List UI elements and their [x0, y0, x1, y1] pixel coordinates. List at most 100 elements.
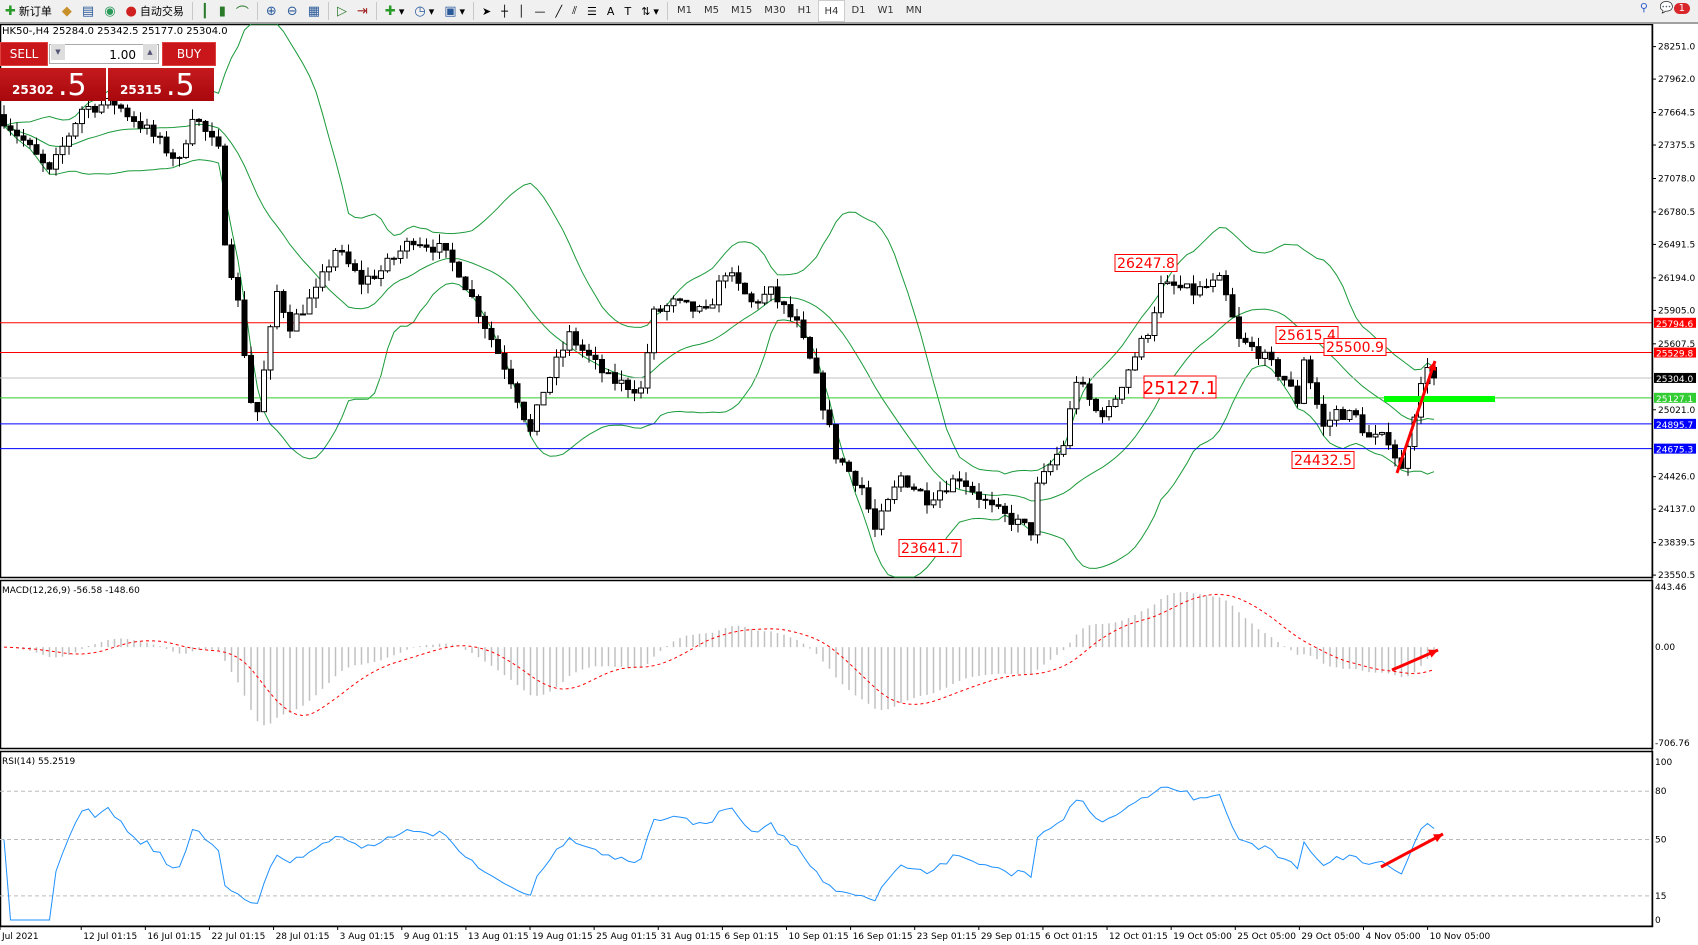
- candle-body: [1197, 286, 1203, 296]
- line-chart-button[interactable]: ⌒: [231, 1, 254, 21]
- candle: [482, 311, 488, 339]
- timeframe-m30[interactable]: M30: [764, 4, 786, 16]
- timeframe-mn[interactable]: MN: [905, 4, 922, 16]
- auto-trading-button[interactable]: ● 自动交易: [125, 3, 184, 19]
- candle-body: [846, 461, 852, 472]
- timeframe-d1[interactable]: D1: [851, 4, 866, 16]
- new-order-button[interactable]: ✚ 新订单: [5, 3, 52, 19]
- buy-button[interactable]: BUY: [162, 42, 216, 66]
- buy-price[interactable]: 25315.5: [108, 68, 214, 103]
- candle-body: [365, 275, 371, 285]
- candle-body: [599, 358, 605, 374]
- crosshair-tool[interactable]: ┼: [496, 1, 513, 21]
- separator: [473, 2, 475, 20]
- candle: [846, 459, 852, 472]
- candle-body: [631, 388, 638, 394]
- history-button[interactable]: ◆: [57, 1, 77, 21]
- candle: [1275, 357, 1281, 381]
- price-tick-label: 27375.5: [1658, 141, 1695, 151]
- bar-chart-button[interactable]: ┃: [196, 1, 214, 21]
- fibonacci-tool[interactable]: ☰: [582, 1, 602, 21]
- indicators-button[interactable]: ✚ ▾: [384, 3, 405, 19]
- trend-arrow-main: [1395, 360, 1437, 474]
- candle: [1281, 375, 1288, 386]
- tile-windows-button[interactable]: ▦: [303, 1, 325, 21]
- candle: [371, 269, 378, 280]
- time-tick-label: 25 Aug 01:15: [596, 932, 657, 942]
- candle: [1119, 386, 1125, 405]
- candle: [339, 244, 345, 256]
- candle: [995, 497, 1002, 510]
- candle-body: [651, 308, 657, 354]
- timeframe-m1[interactable]: M1: [676, 4, 692, 16]
- channel-tool[interactable]: ⫽: [567, 1, 582, 21]
- time-tick-label: 29 Oct 05:00: [1301, 932, 1360, 942]
- search-icon[interactable]: ⚲: [1639, 1, 1648, 14]
- timeframe-m15[interactable]: M15: [730, 4, 753, 16]
- annotation-label: 25127.1: [1143, 378, 1217, 399]
- candle-body: [1093, 398, 1099, 412]
- signals-button[interactable]: ◉: [99, 1, 120, 21]
- candle: [761, 286, 768, 306]
- candle-body: [1275, 359, 1281, 377]
- candle-body: [670, 298, 677, 307]
- timeframe-bar: M1 M5 M15 M30 H1 H4 D1 W1 MN: [671, 0, 928, 22]
- timeframe-w1[interactable]: W1: [877, 4, 894, 16]
- candle-body: [1294, 385, 1301, 404]
- candle-body: [7, 125, 14, 131]
- candle-body: [560, 349, 566, 358]
- candle-body: [696, 306, 703, 312]
- lot-size-input[interactable]: 1.00: [49, 44, 159, 64]
- sell-price[interactable]: 25302.5: [0, 68, 106, 103]
- candle: [1392, 439, 1398, 467]
- candle-chart-button[interactable]: ▮: [214, 1, 231, 21]
- zoom-out-button[interactable]: ⊖: [282, 1, 303, 21]
- candle: [1307, 355, 1314, 390]
- autoscroll-button[interactable]: ▷: [332, 1, 352, 21]
- candle-body: [677, 298, 683, 301]
- trendline-tool[interactable]: ╱: [551, 1, 568, 21]
- candle: [1, 105, 7, 129]
- notifications-button[interactable]: 💬 1: [1660, 1, 1690, 14]
- candle: [417, 237, 423, 248]
- chart-shift-button[interactable]: ⇥: [352, 1, 373, 21]
- candle-body: [20, 135, 27, 141]
- candle: [66, 132, 72, 155]
- candle: [1073, 376, 1080, 415]
- sell-button[interactable]: SELL: [0, 42, 48, 66]
- candle-body: [85, 105, 92, 110]
- vertical-line-tool[interactable]: │: [513, 1, 530, 21]
- candle: [365, 267, 371, 294]
- arrows-tool[interactable]: ⇅ ▾: [641, 4, 659, 18]
- candle: [53, 147, 59, 176]
- candle: [404, 237, 410, 259]
- candle-body: [404, 240, 410, 252]
- candle-body: [241, 299, 248, 357]
- candle-body: [131, 116, 137, 122]
- zoom-out-icon: ⊖: [286, 3, 298, 19]
- candle-body: [345, 251, 352, 265]
- horizontal-line-tool[interactable]: —: [530, 1, 551, 21]
- candle-body: [1255, 346, 1262, 359]
- candle: [1047, 460, 1054, 476]
- timeframe-h1[interactable]: H1: [797, 4, 812, 16]
- candle-body: [1158, 283, 1164, 314]
- candle: [950, 474, 956, 493]
- text-label-tool[interactable]: T: [619, 1, 636, 21]
- timeframe-h4[interactable]: H4: [817, 0, 846, 22]
- timeframe-m5[interactable]: M5: [703, 4, 719, 16]
- periods-button[interactable]: ◷ ▾: [414, 3, 435, 19]
- cursor-tool[interactable]: ➤: [477, 1, 496, 21]
- candle: [612, 363, 618, 391]
- editor-button[interactable]: ▤: [77, 1, 99, 21]
- lot-increase-button[interactable]: ▲: [143, 44, 157, 60]
- zoom-in-button[interactable]: ⊕: [261, 1, 282, 21]
- candle-body: [1073, 381, 1080, 410]
- templates-button[interactable]: ▣ ▾: [444, 3, 466, 19]
- lot-decrease-button[interactable]: ▼: [51, 44, 65, 60]
- candle: [144, 118, 150, 135]
- text-tool[interactable]: A: [602, 1, 620, 21]
- candle: [391, 256, 397, 266]
- level-price-tag: [1654, 317, 1696, 328]
